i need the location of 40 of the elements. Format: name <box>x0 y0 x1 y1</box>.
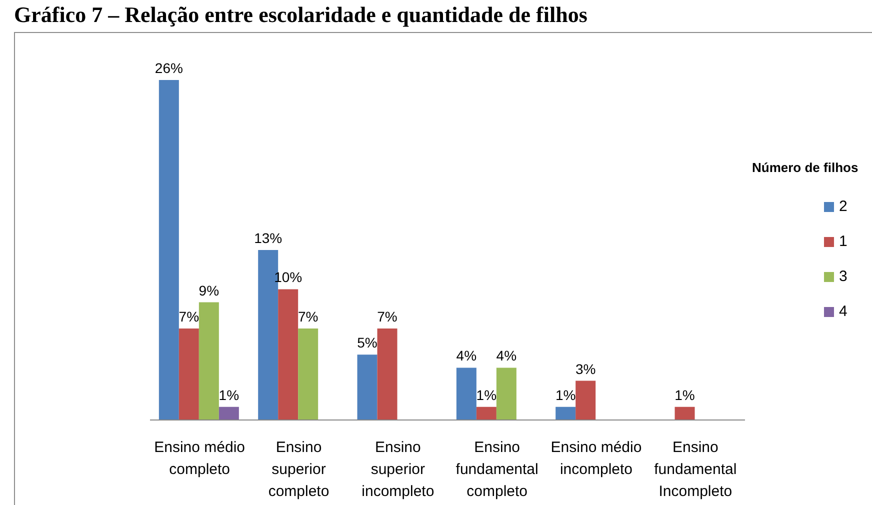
bar <box>377 328 398 420</box>
legend-label: 3 <box>839 268 848 285</box>
bar <box>298 328 318 420</box>
x-tick-label: Ensino superior incompleto <box>362 439 434 500</box>
data-label: 9% <box>198 282 220 298</box>
data-label: 1% <box>555 386 576 403</box>
x-tick-label: Ensino médio incompleto <box>550 439 642 478</box>
data-label: 26% <box>154 60 183 76</box>
data-label: 1% <box>218 386 240 403</box>
data-label: 5% <box>357 334 378 351</box>
bar <box>556 406 576 420</box>
data-label: 7% <box>377 308 398 324</box>
bar <box>674 406 695 420</box>
data-label: 4% <box>456 348 477 364</box>
data-label: 3% <box>575 360 596 377</box>
data-label: 1% <box>674 386 695 403</box>
legend-label: 1 <box>839 233 848 250</box>
data-label: 7% <box>298 308 318 324</box>
legend-label: 2 <box>839 198 848 215</box>
bar <box>158 80 179 420</box>
data-label: 1% <box>476 386 497 403</box>
data-label: 7% <box>178 308 200 324</box>
bar <box>476 406 496 420</box>
x-tick-label: Ensino fundamental Incompleto <box>654 439 737 500</box>
bar <box>198 302 219 420</box>
bar <box>496 368 516 420</box>
x-tick-label: Ensino fundamental completo <box>456 439 538 500</box>
x-tick-label: Ensino médio completo <box>154 439 246 478</box>
bar <box>178 328 199 420</box>
bar <box>357 354 378 420</box>
bar <box>278 289 298 420</box>
data-label: 13% <box>254 230 282 246</box>
legend-title: Número de filhos <box>752 160 858 175</box>
chart-title: Gráfico 7 – Relação entre escolaridade e quantidade de filhos <box>14 2 588 28</box>
legend-label: 4 <box>839 303 848 320</box>
x-tick-label: Ensino superior completo <box>268 439 330 500</box>
data-label: 4% <box>496 348 517 364</box>
bar <box>576 380 596 420</box>
bar <box>218 406 239 420</box>
bar <box>456 368 476 420</box>
